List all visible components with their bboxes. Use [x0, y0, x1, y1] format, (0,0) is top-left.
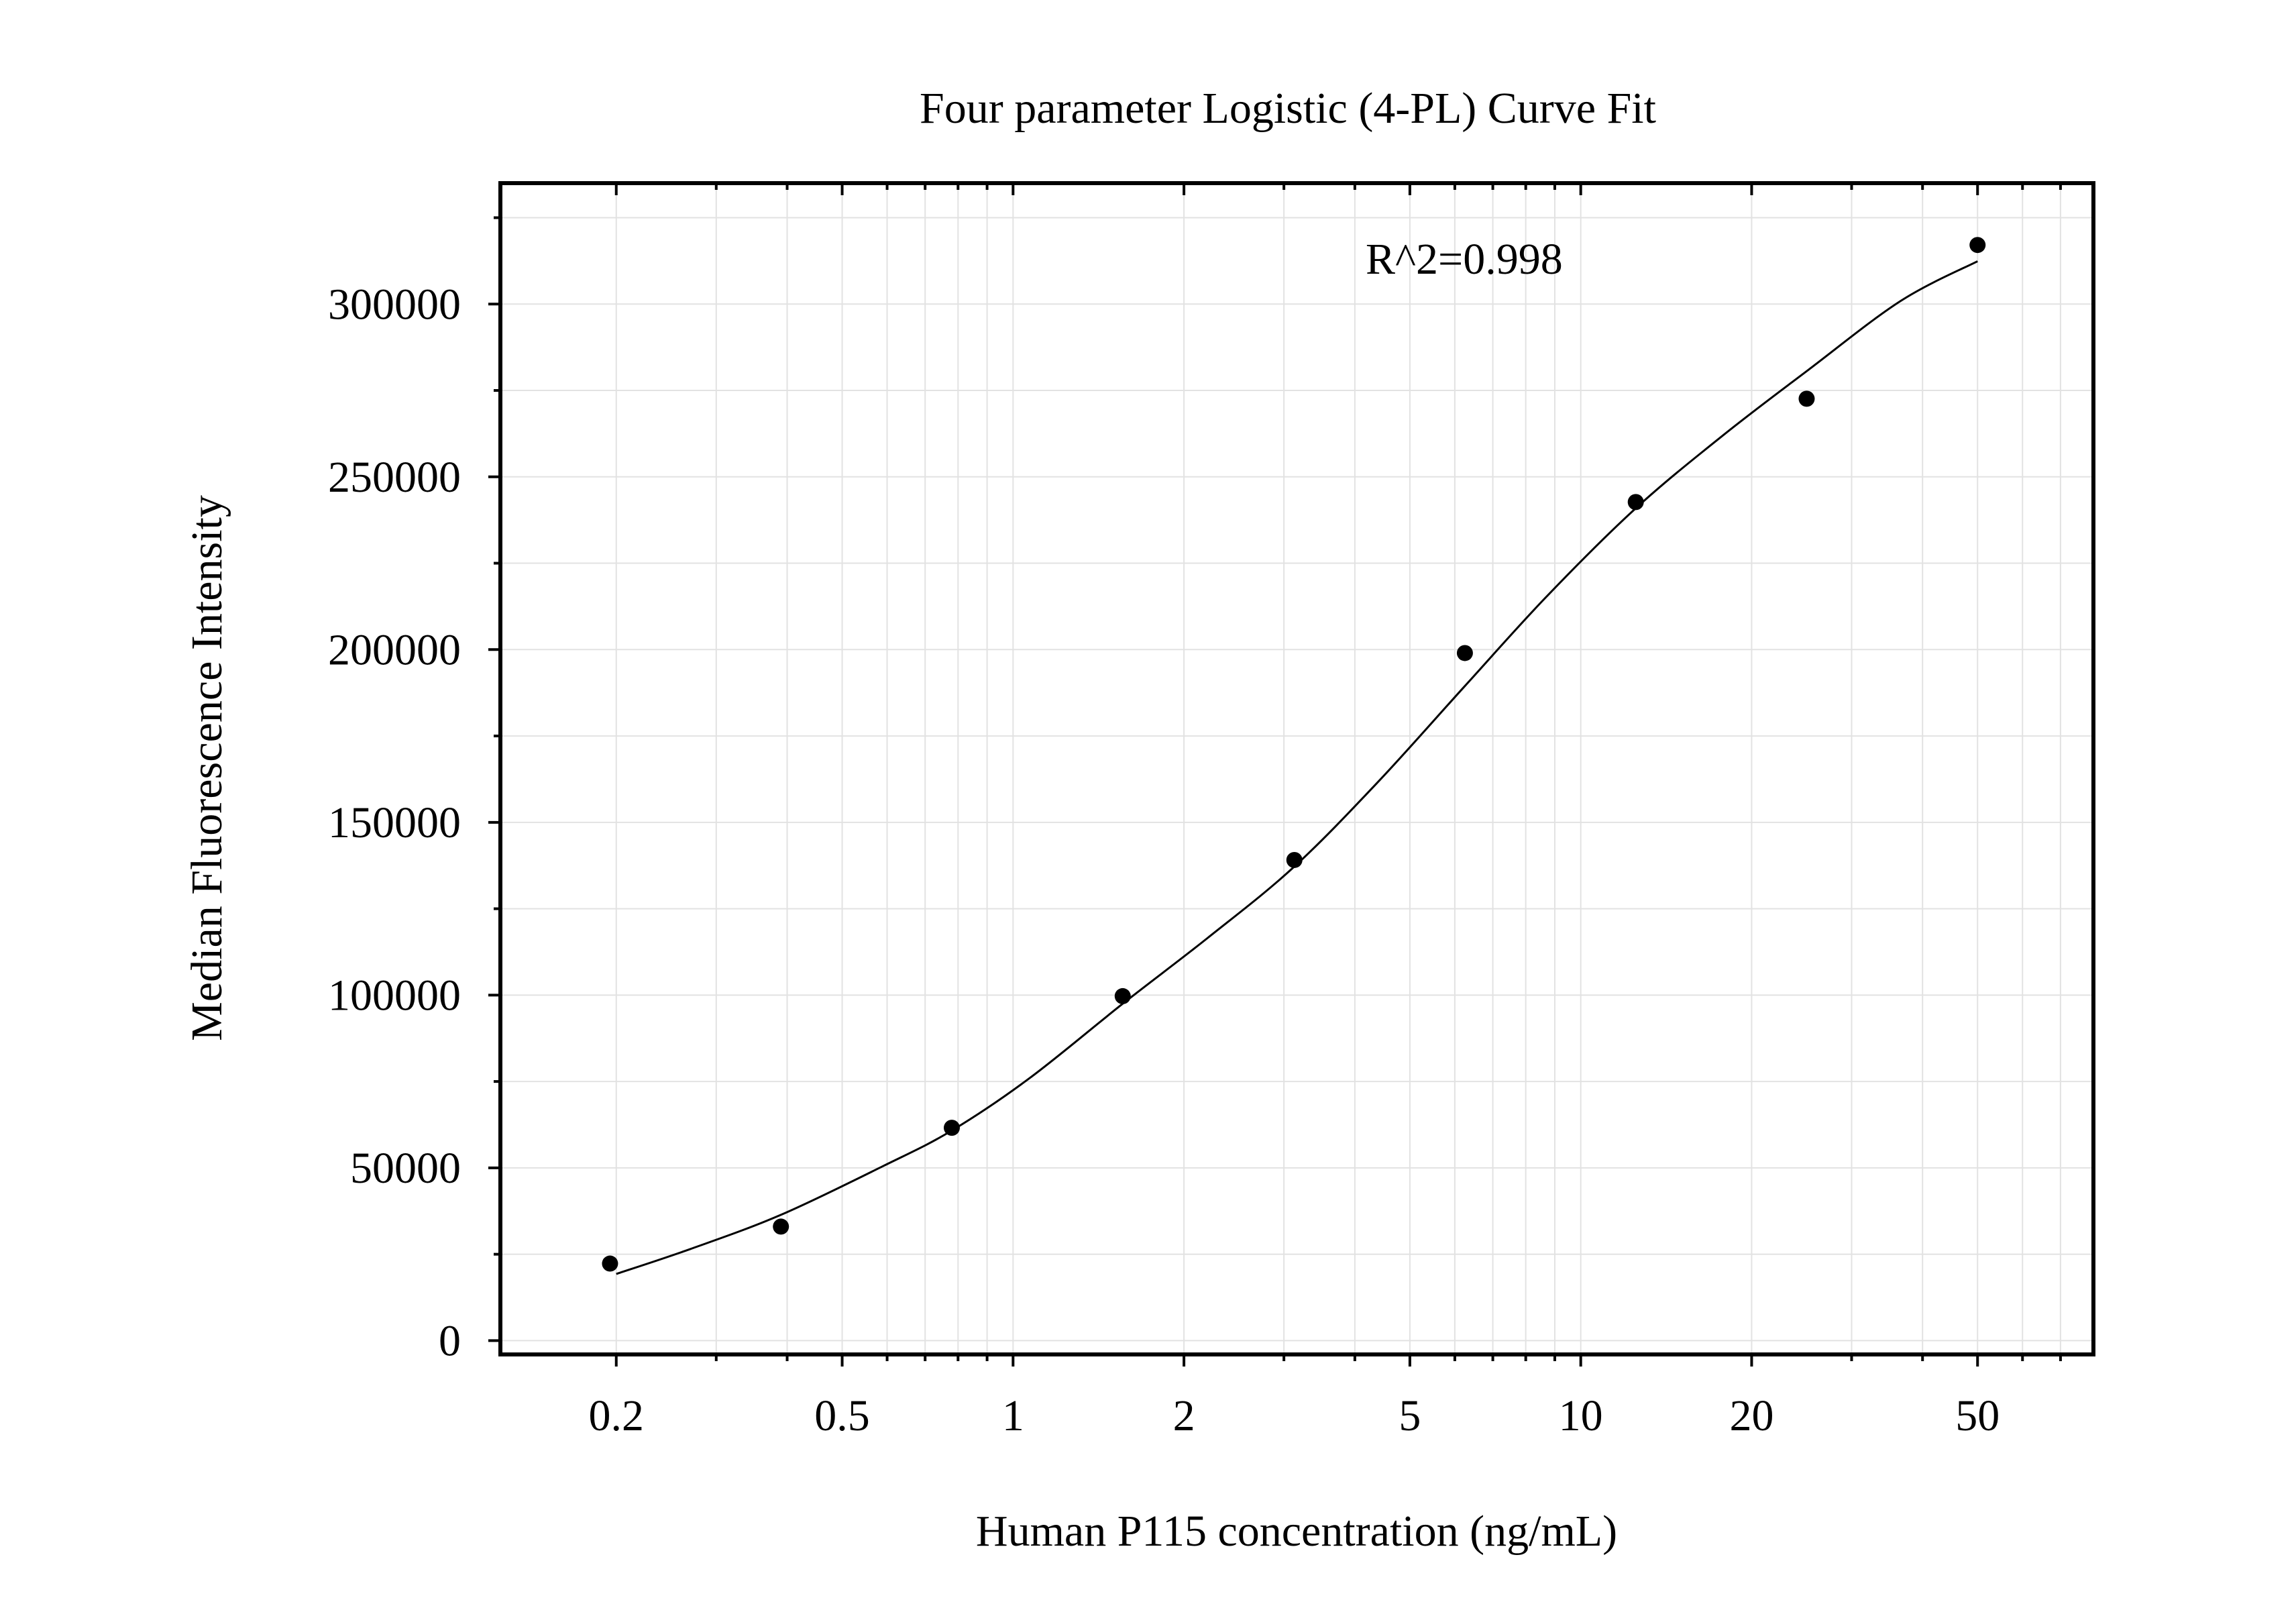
x-tick-label: 20: [1729, 1391, 1773, 1440]
data-point: [773, 1218, 789, 1235]
y-axis-title: Median Fluorescence Intensity: [182, 495, 231, 1041]
data-points: [602, 237, 1986, 1272]
x-tick-labels: 0.2 0.5 1 2 5 10 20 50: [589, 1391, 2000, 1440]
data-point: [1969, 237, 1986, 254]
grid-lines: [500, 183, 2093, 1354]
data-point: [602, 1255, 618, 1272]
x-tick-label: 10: [1559, 1391, 1603, 1440]
x-tick-label: 1: [1002, 1391, 1024, 1440]
y-tick-label: 150000: [328, 798, 461, 847]
y-tick-label: 250000: [328, 453, 461, 502]
x-tick-label: 0.5: [814, 1391, 870, 1440]
data-point: [1627, 494, 1644, 511]
y-tick-label: 200000: [328, 625, 461, 674]
fit-curve-line: [616, 260, 1978, 1275]
x-tick-label: 0.2: [589, 1391, 645, 1440]
data-point: [1114, 987, 1131, 1004]
r-squared-annotation: R^2=0.998: [1366, 235, 1563, 284]
data-point: [1286, 851, 1303, 868]
data-point: [1798, 390, 1815, 407]
y-tick-label: 300000: [328, 280, 461, 329]
x-tick-label: 5: [1399, 1391, 1421, 1440]
chart-title: Four parameter Logistic (4-PL) Curve Fit: [920, 84, 1656, 133]
x-axis-title: Human P115 concentration (ng/mL): [976, 1507, 1617, 1556]
data-point: [1456, 645, 1473, 661]
x-tick-label: 2: [1173, 1391, 1195, 1440]
y-tick-label: 100000: [328, 971, 461, 1020]
y-tick-label: 50000: [350, 1144, 461, 1193]
y-tick-label: 0: [439, 1316, 461, 1365]
data-point: [944, 1120, 961, 1136]
plot-frame: [498, 181, 2095, 1356]
x-tick-label: 50: [1955, 1391, 2000, 1440]
y-tick-labels: 0 50000 100000 150000 200000 250000 300000: [328, 280, 461, 1365]
